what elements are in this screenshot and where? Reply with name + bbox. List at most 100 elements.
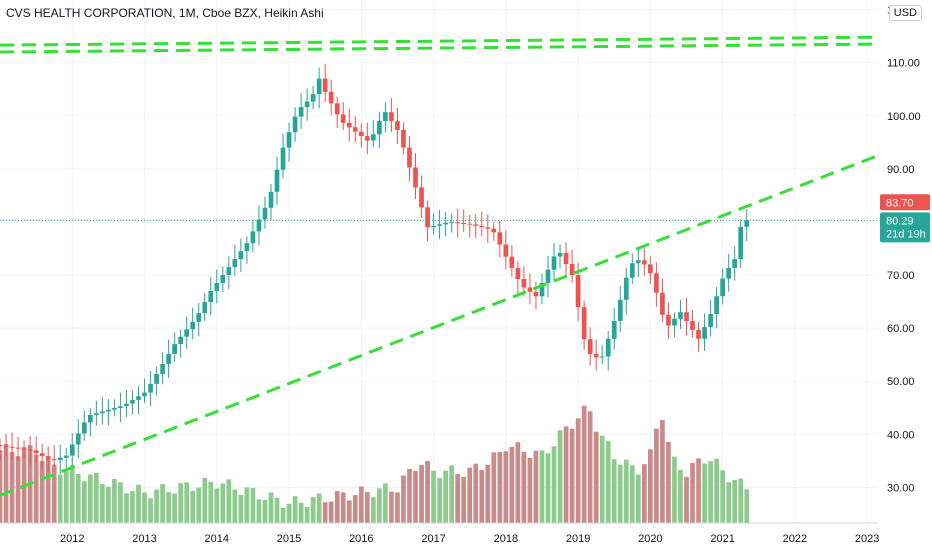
candle-body — [371, 134, 376, 141]
candle-body — [142, 392, 147, 397]
volume-bar — [648, 449, 653, 523]
candle — [142, 378, 147, 404]
candle-body — [666, 314, 671, 326]
candle — [274, 156, 280, 205]
candle — [124, 389, 129, 418]
candle-body — [346, 122, 352, 128]
candle — [617, 285, 623, 333]
candle-body — [557, 252, 563, 257]
candle — [593, 339, 599, 372]
volume-bar — [184, 482, 190, 523]
candle-body — [708, 313, 713, 327]
candle — [364, 122, 370, 155]
x-tick-label: 2021 — [710, 533, 734, 545]
candle — [154, 366, 159, 396]
volume-bar — [154, 489, 159, 523]
volume-bar — [557, 430, 563, 523]
candle-body — [190, 321, 196, 330]
trend-line — [0, 42, 879, 54]
candle-body — [292, 116, 298, 133]
volume-bar — [485, 464, 491, 523]
candle-body — [136, 396, 141, 400]
x-tick-label: 2016 — [349, 533, 373, 545]
candle — [623, 267, 629, 314]
candle-body — [648, 264, 653, 274]
volume-bar — [226, 479, 232, 523]
candle-body — [527, 287, 533, 292]
candle-body — [15, 447, 21, 449]
candle — [352, 116, 358, 143]
candle-body — [678, 312, 683, 319]
volume-bar — [196, 487, 202, 523]
candle-body — [431, 225, 436, 228]
candle-body — [383, 112, 388, 122]
candle-body — [202, 302, 208, 314]
y-axis: 30.0040.0050.0060.0070.0080.0090.00100.0… — [887, 5, 921, 495]
volume-bar — [605, 441, 611, 523]
volume-bar — [63, 470, 69, 523]
candle — [190, 307, 196, 340]
price-label-box — [880, 194, 930, 211]
volume-bar — [684, 476, 689, 523]
volume-bar — [672, 456, 677, 523]
candle — [94, 400, 99, 426]
candle — [672, 312, 677, 338]
volume-bar — [581, 405, 587, 523]
candle-body — [364, 136, 370, 141]
candle — [340, 102, 346, 130]
candle — [425, 200, 430, 242]
candle-body — [262, 207, 268, 220]
candle-body — [629, 263, 635, 278]
candle-body — [256, 219, 262, 232]
grid — [0, 0, 878, 523]
x-tick-label: 2013 — [132, 533, 156, 545]
candle — [690, 310, 695, 338]
candle — [569, 249, 575, 283]
volume-bar — [87, 474, 93, 523]
volume-bar — [660, 420, 665, 523]
candle-body — [51, 459, 57, 461]
candle — [130, 390, 135, 415]
candle — [0, 438, 3, 461]
candle-body — [545, 269, 551, 284]
volume-bar — [118, 482, 123, 523]
candle — [714, 286, 719, 329]
volume-bar — [515, 442, 521, 523]
candle — [708, 300, 713, 337]
candle — [75, 419, 81, 459]
candle — [557, 244, 563, 269]
candle — [467, 214, 473, 238]
candle-body — [268, 191, 274, 208]
candle — [419, 175, 424, 218]
candle — [316, 67, 322, 109]
candle-body — [635, 260, 641, 264]
candle — [33, 436, 39, 463]
candle — [635, 246, 641, 278]
candle-body — [214, 283, 220, 291]
candle-body — [100, 411, 105, 414]
candle-body — [286, 132, 292, 148]
currency-button[interactable]: USD — [888, 5, 922, 21]
candle-body — [654, 273, 659, 293]
candle — [280, 133, 286, 178]
price-label-box — [880, 212, 930, 243]
candle — [106, 399, 111, 426]
candle-body — [660, 292, 665, 315]
candle-body — [485, 227, 491, 229]
candle-body — [732, 259, 738, 268]
candle-body — [232, 259, 238, 268]
volume-bar — [124, 493, 129, 523]
volume-bar — [629, 465, 635, 523]
candle — [515, 260, 521, 294]
y-tick-label: 110.00 — [887, 58, 920, 70]
candle — [599, 345, 605, 365]
candle — [196, 302, 202, 337]
candle-body — [599, 356, 605, 358]
volume-bar — [274, 497, 280, 523]
candle — [27, 436, 33, 465]
candle — [497, 220, 503, 258]
volume-bar — [280, 507, 286, 523]
candle — [684, 297, 689, 336]
volume-bar — [9, 451, 15, 523]
